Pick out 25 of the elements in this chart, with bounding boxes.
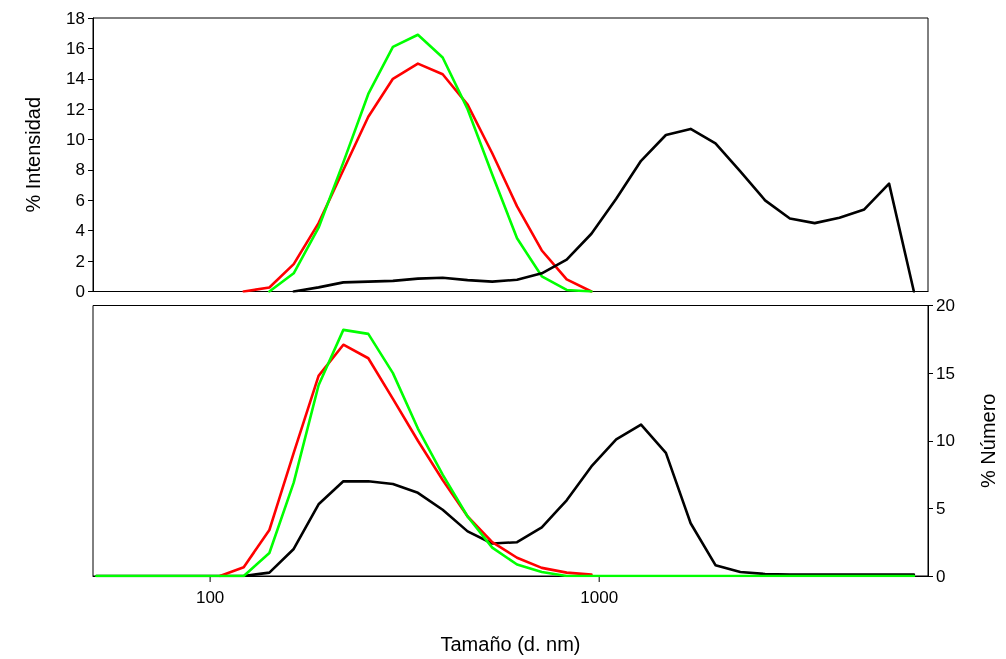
y-tick-label: 12 bbox=[66, 99, 85, 119]
x-tick-label: 100 bbox=[195, 588, 225, 607]
line-series bbox=[95, 328, 916, 578]
x-axis-title: Tamaño (d. nm) bbox=[440, 633, 581, 655]
line-series bbox=[292, 127, 916, 293]
y-tick-label: 0 bbox=[75, 282, 85, 301]
y-tick-label: 10 bbox=[66, 130, 85, 150]
y-tick-label: 18 bbox=[66, 8, 85, 28]
line-series bbox=[218, 343, 593, 578]
line-series bbox=[268, 33, 593, 293]
x-tick-label: 1000 bbox=[580, 588, 619, 607]
y-tick-label: 2 bbox=[75, 251, 85, 271]
y-tick-label: 14 bbox=[66, 69, 85, 89]
y-axis-title: % Intensidad bbox=[22, 96, 44, 213]
y2-tick-label: 20 bbox=[936, 296, 955, 315]
y2-axis-title: % Número bbox=[977, 393, 999, 488]
y2-tick-label: 5 bbox=[936, 498, 946, 518]
y-tick-label: 4 bbox=[75, 221, 85, 241]
y2-tick-label: 10 bbox=[936, 431, 955, 451]
y2-tick-label: 15 bbox=[936, 363, 955, 383]
y-tick-label: 16 bbox=[66, 38, 85, 58]
y-tick-label: 8 bbox=[75, 160, 85, 180]
y-tick-label: 6 bbox=[75, 190, 85, 210]
y2-tick-label: 0 bbox=[936, 566, 946, 586]
line-series bbox=[242, 62, 593, 293]
